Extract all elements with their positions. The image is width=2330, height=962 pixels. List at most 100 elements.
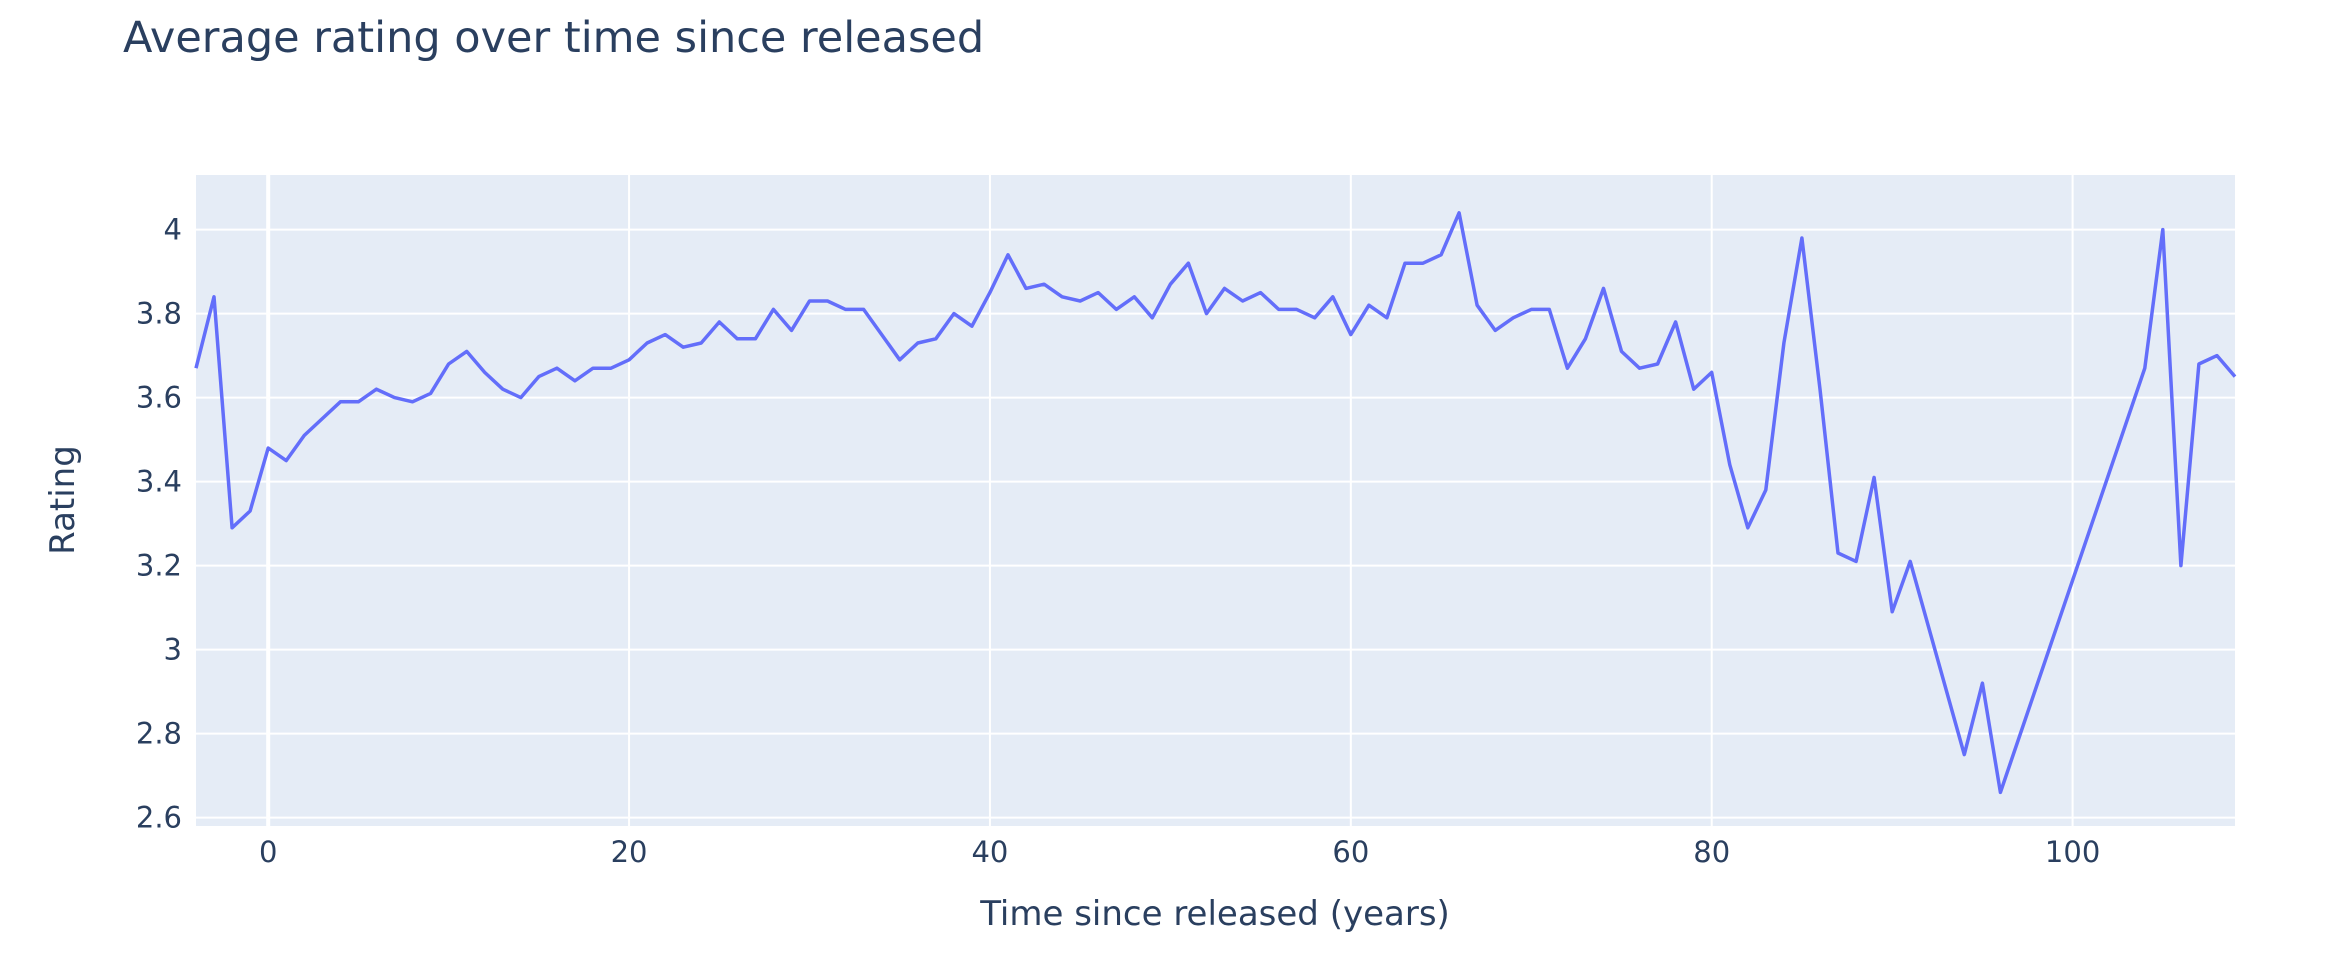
data-point [970,324,974,328]
y-axis-title: Rating [43,445,83,555]
data-point [753,337,757,341]
data-point [1349,333,1353,337]
x-tick-label: 80 [1693,835,1730,869]
data-point [302,433,306,437]
data-point [1367,303,1371,307]
data-point [537,375,541,379]
data-point [1078,299,1082,303]
data-point [1006,253,1010,257]
data-point [1241,299,1245,303]
data-point [1782,341,1786,345]
x-tick-label: 100 [2045,835,2100,869]
data-point [844,307,848,311]
data-point [411,400,415,404]
data-point [194,366,198,370]
data-point [645,341,649,345]
data-point [1836,551,1840,555]
rating-line [194,211,2237,795]
data-point [248,509,252,513]
data-point [1620,349,1624,353]
data-point [393,396,397,400]
data-point [465,349,469,353]
y-tick-label: 3.8 [136,297,182,331]
data-point [1602,286,1606,290]
data-point [501,387,505,391]
data-point [771,307,775,311]
data-point [862,307,866,311]
y-tick-label: 3.4 [136,465,182,499]
data-point [826,299,830,303]
data-point [1818,387,1822,391]
data-point [1024,286,1028,290]
data-point [1656,362,1660,366]
data-point [1692,387,1696,391]
data-point [1890,610,1894,614]
data-point [1583,337,1587,341]
chart-title: Average rating over time since released [123,13,984,63]
data-point [320,417,324,421]
data-point [1854,559,1858,563]
data-point [1205,312,1209,316]
data-point [1114,307,1118,311]
data-point [356,400,360,404]
data-point [1511,316,1515,320]
data-point [266,446,270,450]
data-point [1475,303,1479,307]
x-tick-label: 40 [971,835,1008,869]
data-point [1674,320,1678,324]
data-point [1223,286,1227,290]
y-tick-label: 4 [164,213,182,247]
data-point [2179,564,2183,568]
data-point [1800,236,1804,240]
y-tick-label: 3.6 [136,381,182,415]
data-point [934,337,938,341]
data-point [952,312,956,316]
data-point [1150,316,1154,320]
data-point [1168,282,1172,286]
data-point [591,366,595,370]
data-point [880,333,884,337]
y-tick-label: 2.6 [136,801,182,835]
data-point [1042,282,1046,286]
data-point [1998,790,2002,794]
data-point [609,366,613,370]
data-point [717,320,721,324]
y-tick-label: 3 [164,633,182,667]
data-point [1331,295,1335,299]
data-point [808,299,812,303]
data-point [663,333,667,337]
data-point [1980,681,1984,685]
data-point [2161,228,2165,232]
data-point [284,459,288,463]
data-point [519,396,523,400]
data-point [1908,559,1912,563]
data-point [1186,261,1190,265]
data-point [1529,307,1533,311]
x-axis-title: Time since released (years) [979,894,1450,934]
data-point [2143,366,2147,370]
data-point [1403,261,1407,265]
data-point [1565,366,1569,370]
data-point [2215,354,2219,358]
data-point [988,291,992,295]
data-point [790,328,794,332]
y-tick-label: 2.8 [136,717,182,751]
data-point [338,400,342,404]
grid-lines [196,175,2235,826]
plot-area [196,175,2235,826]
data-point [916,341,920,345]
data-point [1493,328,1497,332]
data-point [555,366,559,370]
axis-ticks: 2.62.833.23.43.63.840 20 40 60 80 100 [136,213,2100,869]
data-point [1060,295,1064,299]
data-point [1385,316,1389,320]
data-point [230,526,234,530]
data-point [681,345,685,349]
data-point [1421,261,1425,265]
data-point [1728,463,1732,467]
data-point [1457,211,1461,215]
data-point [627,358,631,362]
data-point [1746,526,1750,530]
data-point [1962,753,1966,757]
